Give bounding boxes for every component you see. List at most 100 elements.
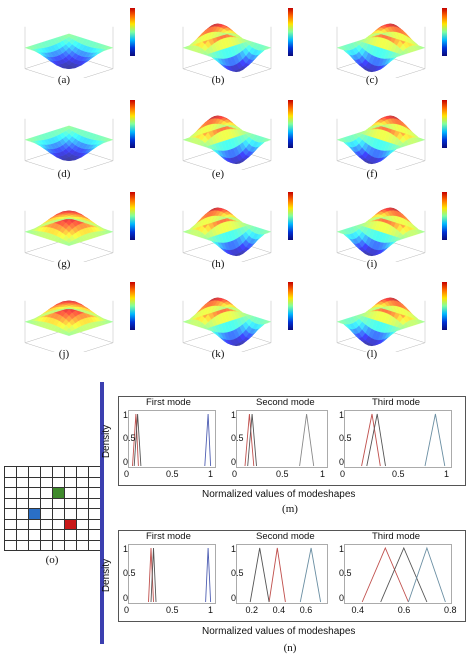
density-line: [366, 413, 386, 467]
surface-mesh: [336, 207, 426, 257]
surface-plot-k: [168, 280, 286, 352]
density-subplot: [344, 544, 452, 609]
colorbar: [130, 192, 135, 240]
surface-base-plane: [24, 54, 114, 78]
density-line: [407, 546, 446, 603]
density-subplot: [236, 544, 328, 609]
y-tick-label: 1: [123, 544, 129, 554]
surface-caption-a: (a): [57, 74, 71, 86]
subplot-axes-box: [128, 544, 216, 604]
surface-caption-i: (i): [366, 258, 378, 270]
surface-plot-a: [10, 6, 128, 78]
density-caption: (n): [283, 642, 297, 654]
density-subplot: [344, 410, 452, 473]
y-tick-label: 1: [231, 410, 237, 420]
subplot-axes-box: [236, 410, 328, 468]
surface-caption-h: (h): [211, 258, 225, 270]
density-line: [361, 546, 409, 603]
surface-base-plane: [336, 54, 426, 78]
colorbar: [130, 100, 135, 148]
y-tick-label: 0.5: [339, 568, 352, 578]
y-tick-label: 0.5: [339, 433, 352, 443]
density-line: [148, 547, 154, 603]
surface-base-plane: [336, 238, 426, 262]
surface-plot-e: [168, 98, 286, 170]
surface-caption-g: (g): [57, 258, 71, 270]
y-tick-label: 0: [123, 457, 129, 467]
surface-caption-k: (k): [211, 348, 225, 360]
surface-mesh: [24, 300, 114, 336]
density-xlabel: Normalized values of modeshapes: [202, 626, 356, 637]
surface-mesh: [24, 125, 114, 161]
surface-mesh: [24, 33, 114, 69]
x-tick-label: 0.5: [276, 469, 289, 479]
surface-caption-b: (b): [211, 74, 225, 86]
y-tick-label: 0.5: [123, 433, 136, 443]
surface-mesh: [336, 115, 426, 165]
density-subplot: [128, 544, 216, 609]
x-tick-label: 0: [340, 469, 346, 479]
surface-base-plane: [336, 328, 426, 352]
surface-caption-f: (f): [366, 168, 378, 180]
colorbar: [442, 8, 447, 56]
y-tick-label: 0.5: [231, 568, 244, 578]
y-tick-label: 1: [123, 410, 129, 420]
surface-mesh: [336, 23, 426, 73]
surface-caption-e: (e): [211, 168, 225, 180]
subplot-title: First mode: [146, 531, 191, 542]
surface-base-plane: [24, 238, 114, 262]
density-subplot: [128, 410, 216, 473]
grid-caption: (o): [45, 554, 59, 566]
x-tick-label: 1: [208, 469, 214, 479]
y-tick-label: 1: [339, 410, 345, 420]
y-tick-label: 0: [231, 593, 237, 603]
colorbar: [288, 100, 293, 148]
subplot-axes-box: [344, 410, 452, 468]
surface-mesh: [24, 210, 114, 246]
x-tick-label: 0.5: [166, 605, 179, 615]
density-line: [205, 547, 212, 603]
y-tick-label: 0: [231, 457, 237, 467]
subplot-axes-box: [344, 544, 452, 604]
subplot-title: Second mode: [256, 531, 315, 542]
surface-plot-g: [10, 190, 128, 262]
x-tick-label: 0.4: [272, 605, 286, 615]
x-tick-label: 0: [124, 469, 130, 479]
surface-plot-b: [168, 6, 286, 78]
surface-base-plane: [182, 146, 272, 170]
density-ylabel: Density: [101, 424, 113, 459]
x-tick-label: 0: [124, 605, 130, 615]
density-caption: (m): [282, 503, 298, 515]
surface-mesh: [182, 297, 272, 347]
density-line: [150, 547, 157, 603]
colorbar: [288, 8, 293, 56]
subplot-axes-box: [236, 544, 328, 604]
colorbar: [288, 282, 293, 330]
density-line: [249, 547, 270, 603]
density-xlabel: Normalized values of modeshapes: [202, 489, 356, 500]
density-subplot: [236, 410, 328, 473]
surface-mesh: [182, 23, 272, 73]
surface-plot-i: [322, 190, 440, 262]
x-tick-label: 0.4: [351, 605, 365, 615]
x-tick-label: 0: [232, 469, 238, 479]
density-line: [299, 413, 315, 467]
y-tick-label: 0.5: [231, 433, 244, 443]
surface-mesh: [182, 207, 272, 257]
y-tick-label: 0: [339, 457, 345, 467]
surface-mesh: [336, 297, 426, 347]
surface-plot-c: [322, 6, 440, 78]
density-line: [247, 413, 257, 467]
colorbar: [130, 8, 135, 56]
x-tick-label: 0.6: [397, 605, 411, 615]
surface-plot-l: [322, 280, 440, 352]
subplot-title: Third mode: [372, 397, 421, 408]
vertical-separator: [100, 382, 104, 644]
mesh-grid: [4, 466, 101, 551]
y-tick-label: 0.5: [123, 568, 136, 578]
surface-base-plane: [182, 328, 272, 352]
density-line: [380, 546, 428, 603]
x-tick-label: 0.5: [392, 469, 405, 479]
x-tick-label: 0.6: [299, 605, 313, 615]
colorbar: [130, 282, 135, 330]
